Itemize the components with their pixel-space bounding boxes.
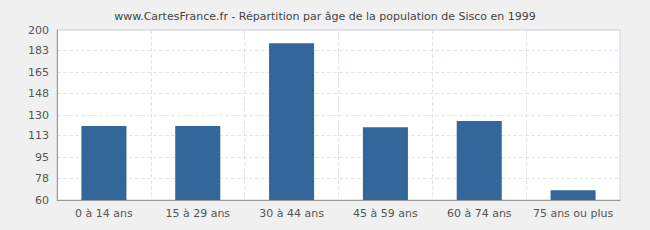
svg-text:130: 130 [28, 109, 49, 122]
svg-text:95: 95 [35, 151, 49, 164]
svg-text:15 à 29 ans: 15 à 29 ans [165, 207, 230, 220]
svg-text:165: 165 [28, 66, 49, 79]
svg-text:60: 60 [35, 194, 49, 207]
svg-text:200: 200 [28, 24, 49, 37]
svg-text:60 à 74 ans: 60 à 74 ans [447, 207, 512, 220]
svg-text:78: 78 [35, 172, 49, 185]
svg-text:30 à 44 ans: 30 à 44 ans [259, 207, 324, 220]
svg-text:148: 148 [28, 87, 49, 100]
svg-text:45 à 59 ans: 45 à 59 ans [353, 207, 418, 220]
svg-text:0 à 14 ans: 0 à 14 ans [75, 207, 133, 220]
svg-text:183: 183 [28, 44, 49, 57]
svg-text:113: 113 [28, 129, 49, 142]
svg-text:75 ans ou plus: 75 ans ou plus [533, 207, 614, 220]
svg-text:www.CartesFrance.fr - Répartit: www.CartesFrance.fr - Répartition par âg… [114, 10, 536, 23]
